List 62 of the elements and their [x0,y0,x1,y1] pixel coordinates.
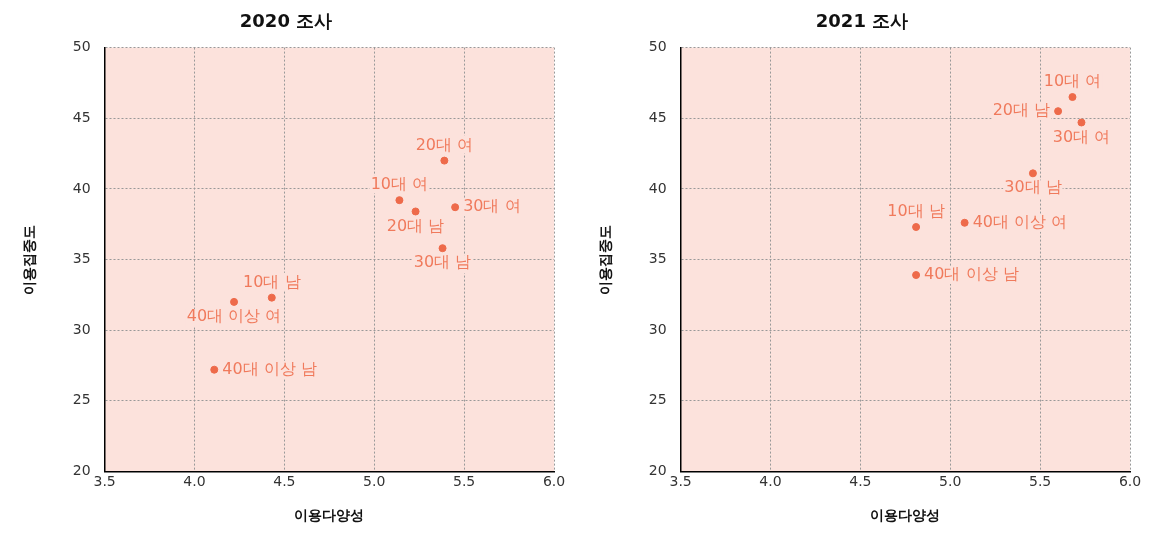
y-tick-label: 40 [648,179,667,196]
x-tick-label: 5.0 [939,473,962,490]
annotation: 40대 이상 여 [972,211,1068,231]
annotation: 10대 여 [370,174,429,194]
point [1068,93,1077,102]
y-tick-label: 35 [72,250,91,267]
point [267,293,276,302]
y-tick-label: 40 [72,179,91,196]
annotation: 10대 남 [887,201,945,221]
chart-title: 2021 조사 [815,10,909,32]
y-tick-label: 45 [72,108,91,125]
x-axis-title: 이용다양성 [294,507,365,524]
x-tick-label: 5.5 [452,473,476,490]
x-tick-label: 6.0 [542,473,566,490]
annotation: 40대 이상 여 [186,306,282,326]
annotation: 30대 남 [413,252,472,272]
point [1028,169,1037,178]
x-axis-title: 이용다양성 [870,507,941,524]
point [438,244,447,253]
y-tick-label: 25 [72,391,91,408]
x-tick-label: 5.0 [363,473,386,490]
y-axis-title: 이용집중도 [21,224,38,295]
annotation: 30대 여 [463,196,521,216]
y-tick-label: 50 [648,38,667,55]
y-tick-label: 35 [648,250,667,267]
annotation: 40대 이상 남 [924,264,1019,284]
x-tick-label: 4.0 [183,473,206,490]
y-tick-label: 20 [72,462,91,479]
annotation: 30대 여 [1052,126,1111,146]
x-tick-label: 3.5 [93,473,116,490]
annotation: 20대 남 [992,100,1051,120]
point [1077,118,1086,127]
x-tick-label: 4.5 [849,473,872,490]
y-axis-title: 이용집중도 [597,224,614,295]
annotation: 30대 남 [1004,177,1062,197]
y-tick-label: 50 [72,38,91,55]
y-tick-label: 20 [648,462,667,479]
y-tick-label: 30 [72,320,91,337]
chart-title: 2020 조사 [239,10,333,32]
annotation: 10대 여 [1043,71,1102,91]
point [395,196,404,205]
point [411,207,420,216]
point [210,365,219,374]
point [912,223,921,232]
point [440,156,449,165]
x-tick-label: 3.5 [669,473,692,490]
point [451,203,460,212]
annotation: 20대 여 [415,134,474,154]
x-tick-label: 5.5 [1028,473,1052,490]
point [960,218,969,227]
point [230,297,239,306]
y-tick-label: 30 [648,320,667,337]
x-tick-label: 4.5 [273,473,296,490]
annotation: 40대 이상 남 [222,358,317,378]
point [912,271,921,280]
point [1054,107,1063,116]
y-tick-label: 45 [648,108,667,125]
y-tick-label: 25 [648,391,667,408]
x-tick-label: 6.0 [1118,473,1142,490]
x-tick-label: 4.0 [759,473,782,490]
annotation: 20대 남 [386,215,445,235]
annotation: 10대 남 [243,271,301,291]
